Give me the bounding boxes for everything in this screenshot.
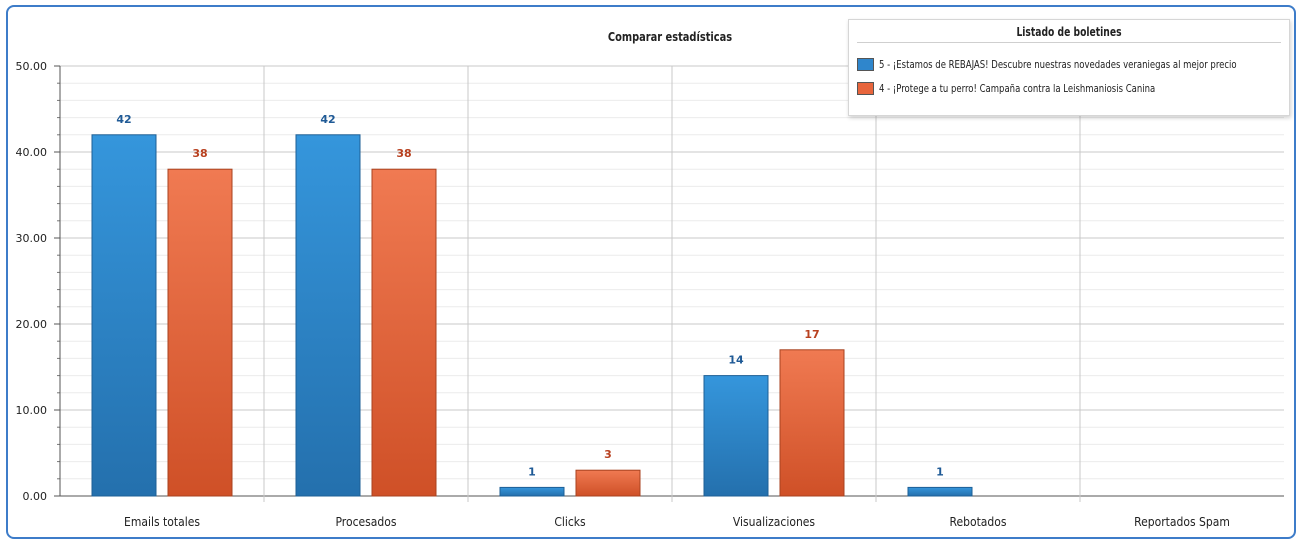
- legend-item-series-2[interactable]: 4 - ¡Protege a tu perro! Campaña contra …: [857, 80, 1200, 96]
- x-tick-label: Visualizaciones: [733, 515, 816, 529]
- data-label: 38: [192, 147, 207, 160]
- data-label: 17: [804, 328, 819, 341]
- legend-title: Listado de boletines: [1016, 25, 1122, 39]
- bar-series-1: [907, 486, 973, 497]
- bar-series-2: [371, 168, 437, 497]
- legend-item-series-1[interactable]: 5 - ¡Estamos de REBAJAS! Descubre nuestr…: [857, 56, 1295, 72]
- data-label: 3: [604, 448, 612, 461]
- data-label: 1: [528, 465, 536, 478]
- bar-series-1: [91, 134, 157, 497]
- bar-series-2: [167, 168, 233, 497]
- data-label: 42: [116, 113, 131, 126]
- legend-label: 4 - ¡Protege a tu perro! Campaña contra …: [879, 81, 1156, 95]
- legend-label: 5 - ¡Estamos de REBAJAS! Descubre nuestr…: [879, 57, 1237, 71]
- x-tick-label: Emails totales: [124, 515, 200, 529]
- data-label: 1: [936, 465, 944, 478]
- bar-series-1: [295, 134, 361, 497]
- y-tick-label: 0.00: [23, 490, 48, 503]
- x-tick-label: Rebotados: [950, 515, 1007, 529]
- x-tick-label: Clicks: [554, 515, 586, 529]
- legend-swatch-blue: [857, 57, 874, 71]
- x-tick-label: Reportados Spam: [1134, 515, 1230, 529]
- y-tick-label: 30.00: [16, 232, 48, 245]
- bar-series-2: [575, 469, 641, 497]
- y-tick-label: 50.00: [16, 60, 48, 73]
- legend-box: Listado de boletines 5 - ¡Estamos de REB…: [848, 19, 1290, 116]
- chart-title: Comparar estadísticas: [607, 30, 733, 44]
- x-tick-label: Procesados: [336, 515, 397, 529]
- y-tick-label: 10.00: [16, 404, 48, 417]
- legend-swatch-orange: [857, 81, 874, 95]
- y-tick-label: 20.00: [16, 318, 48, 331]
- legend-divider: [857, 42, 1281, 43]
- bar-series-1: [703, 375, 769, 497]
- bar-series-1: [499, 486, 565, 497]
- data-label: 38: [396, 147, 411, 160]
- bar-series-2: [779, 349, 845, 497]
- data-label: 14: [728, 354, 744, 367]
- data-label: 42: [320, 113, 335, 126]
- y-tick-label: 40.00: [16, 146, 48, 159]
